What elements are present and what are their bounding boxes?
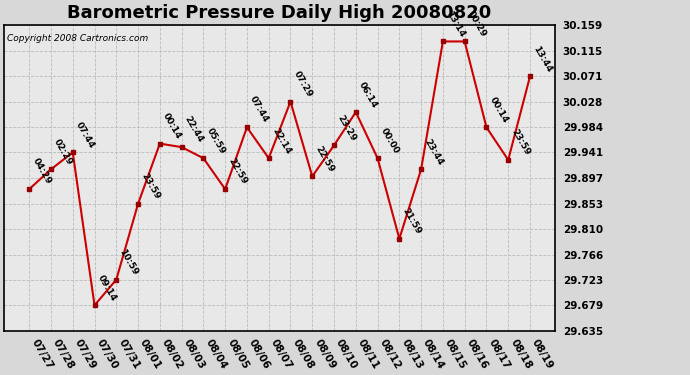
Text: 00:00: 00:00 [379,127,401,155]
Text: 00:14: 00:14 [161,112,184,141]
Text: 22:44: 22:44 [183,115,205,144]
Text: 13:44: 13:44 [531,44,553,74]
Text: 13:14: 13:14 [444,9,466,39]
Text: 21:59: 21:59 [401,207,423,236]
Text: 07:29: 07:29 [292,69,314,99]
Text: 02:29: 02:29 [52,137,75,166]
Text: 00:14: 00:14 [488,95,510,124]
Text: 22:14: 22:14 [270,126,293,155]
Title: Barometric Pressure Daily High 20080820: Barometric Pressure Daily High 20080820 [68,4,492,22]
Text: 07:44: 07:44 [248,95,270,124]
Text: 23:59: 23:59 [139,172,161,201]
Text: 23:29: 23:29 [335,113,357,142]
Text: 10:59: 10:59 [118,248,140,277]
Text: 22:59: 22:59 [314,144,336,174]
Text: 07:44: 07:44 [74,120,97,150]
Text: Copyright 2008 Cartronics.com: Copyright 2008 Cartronics.com [7,34,148,43]
Text: 04:29: 04:29 [30,157,52,186]
Text: 09:14: 09:14 [96,273,118,303]
Text: 23:59: 23:59 [510,128,532,157]
Text: 23:44: 23:44 [422,137,445,166]
Text: 00:29: 00:29 [466,9,488,39]
Text: 22:59: 22:59 [226,157,248,186]
Text: 05:59: 05:59 [205,126,227,155]
Text: 06:14: 06:14 [357,80,380,110]
